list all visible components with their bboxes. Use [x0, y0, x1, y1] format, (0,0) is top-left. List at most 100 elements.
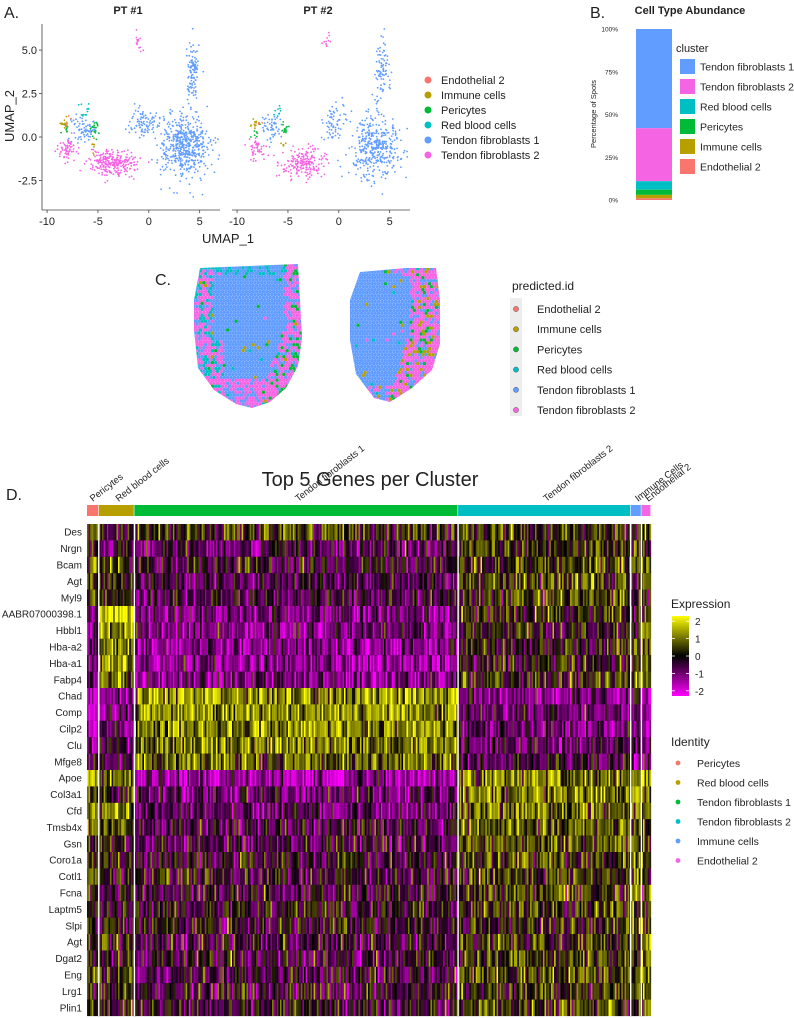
umap-point [124, 128, 127, 131]
spatial-spot [220, 277, 225, 282]
umap-point [102, 165, 104, 168]
umap-point [378, 69, 380, 72]
spatial-spot [205, 280, 210, 285]
spatial-spot [358, 296, 362, 301]
umap-point [357, 168, 359, 170]
umap-point [185, 48, 188, 50]
spatial-spot [422, 361, 427, 366]
spatial-spot [409, 367, 413, 372]
umap-point [196, 68, 199, 71]
spatial-spot [431, 276, 435, 280]
umap-point [172, 147, 175, 150]
spatial-spot [426, 332, 430, 336]
spatial-spot [288, 348, 293, 353]
spatial-spot [381, 367, 386, 372]
spatial-spot [292, 337, 296, 341]
spatial-spot [270, 328, 274, 332]
umap-point [98, 172, 100, 175]
umap-point [91, 164, 94, 167]
spatial-spot [427, 335, 432, 339]
umap-point [192, 126, 195, 128]
spatial-spot [282, 295, 286, 300]
umap-point [328, 109, 331, 112]
spatial-spot [246, 351, 250, 356]
umap-point [81, 131, 84, 133]
umap-point [188, 153, 191, 155]
spatial-spot [232, 328, 237, 332]
umap-point [195, 97, 198, 99]
umap-point [145, 124, 148, 127]
umap-point [377, 151, 379, 154]
umap-point [277, 162, 279, 164]
umap-point [189, 50, 192, 53]
umap-point [200, 131, 203, 134]
umap-point [339, 128, 342, 131]
umap-point [180, 115, 182, 118]
umap-point [193, 149, 196, 152]
spatial-spot [366, 335, 371, 339]
spatial-spot [215, 286, 220, 291]
spatial-spot [270, 316, 274, 320]
umap-point [376, 86, 379, 89]
spatial-spot [395, 332, 400, 336]
spatial-spot [390, 270, 394, 274]
umap-point [308, 166, 311, 169]
umap-point [192, 134, 195, 137]
umap-point [169, 156, 172, 158]
umap-point [92, 120, 95, 123]
spatial-spot [375, 296, 379, 301]
spatial-spot [208, 357, 213, 362]
umap-point [367, 110, 369, 113]
spatial-spot [427, 347, 432, 351]
umap-point [176, 158, 179, 160]
spatial-spot [392, 296, 396, 301]
umap-point [127, 159, 129, 162]
umap-point [332, 125, 335, 127]
umap-point [320, 162, 323, 165]
umap-point [377, 54, 379, 56]
umap-point [177, 139, 179, 142]
spatial-spot [205, 363, 210, 368]
umap-point [366, 131, 369, 134]
spatial-spot [432, 296, 437, 301]
umap-point [273, 121, 276, 124]
spatial-spot [431, 281, 435, 286]
spatial-spot [224, 266, 228, 270]
spatial-spot [261, 337, 266, 341]
umap-point [381, 121, 384, 123]
umap-point [179, 160, 182, 163]
umap-point [263, 158, 265, 161]
spatial-spot [366, 352, 371, 357]
umap-point [305, 174, 308, 177]
spatial-spot [263, 322, 267, 326]
umap-point [384, 64, 387, 67]
umap-point [104, 168, 106, 171]
spatial-spot [217, 301, 221, 306]
umap-point [375, 148, 377, 151]
umap-point [372, 165, 375, 167]
umap-point [254, 153, 257, 156]
umap-point [301, 153, 304, 156]
spatial-spot [268, 348, 272, 353]
spatial-spot [282, 313, 286, 317]
spatial-spot [293, 280, 298, 285]
umap-point [91, 135, 94, 138]
spatial-spot [285, 301, 289, 306]
spatial-spot [370, 335, 374, 339]
spatial-spot [203, 337, 208, 341]
spatial-spot [207, 372, 211, 377]
umap-point [187, 85, 189, 88]
umap-point [193, 163, 196, 166]
umap-point [325, 153, 328, 156]
umap-point [386, 145, 389, 148]
spatial-spot [364, 326, 369, 330]
spatial-spot [371, 373, 376, 378]
spatial-spot [265, 266, 269, 270]
spatial-spot [271, 384, 276, 388]
spatial-spot [427, 281, 432, 286]
umap-point [301, 155, 303, 158]
spatial-spot [390, 335, 394, 339]
umap-point [165, 146, 168, 149]
spatial-spot [259, 363, 264, 368]
umap-point [210, 144, 213, 146]
